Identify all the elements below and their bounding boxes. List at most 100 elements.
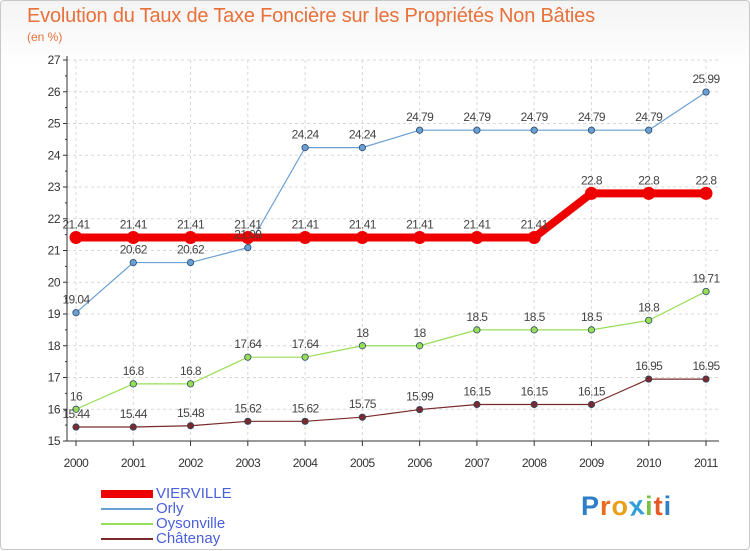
series-line-châtenay bbox=[75, 378, 707, 428]
data-label-orly-2005: 24.24 bbox=[349, 128, 377, 142]
data-point-orly-2007 bbox=[473, 126, 481, 134]
data-label-oysonville-2008: 18.5 bbox=[524, 310, 546, 324]
data-point-oysonville-2011 bbox=[702, 287, 710, 296]
x-tick-label-2010: 2010 bbox=[636, 456, 662, 470]
data-point-vierville-2004 bbox=[298, 230, 312, 244]
data-point-vierville-2011 bbox=[699, 186, 713, 200]
y-tick-label-21: 21 bbox=[48, 244, 61, 258]
legend-label: Oysonville bbox=[156, 515, 226, 532]
data-label-châtenay-2000: 15.44 bbox=[62, 407, 90, 421]
data-label-vierville-2002: 21.41 bbox=[177, 217, 205, 231]
data-point-oysonville-2006 bbox=[416, 342, 424, 350]
data-point-châtenay-2004 bbox=[301, 417, 309, 425]
logo-letter: P bbox=[581, 491, 601, 521]
data-label-orly-2004: 24.24 bbox=[292, 128, 320, 142]
data-label-oysonville-2000: 16 bbox=[70, 389, 83, 403]
data-label-châtenay-2001: 15.44 bbox=[120, 407, 148, 421]
y-tick-label-27: 27 bbox=[48, 53, 61, 67]
data-point-orly-2009 bbox=[587, 126, 596, 134]
data-label-oysonville-2005: 18 bbox=[356, 326, 369, 340]
legend-swatch bbox=[101, 538, 153, 540]
data-label-vierville-2000: 21.41 bbox=[62, 217, 90, 231]
data-label-vierville-2005: 21.41 bbox=[349, 217, 377, 231]
logo-letter: i bbox=[663, 491, 673, 521]
data-point-vierville-2001 bbox=[126, 230, 140, 244]
data-label-châtenay-2003: 15.62 bbox=[234, 401, 262, 415]
data-point-orly-2005 bbox=[358, 144, 366, 152]
logo-letter: i bbox=[645, 491, 654, 521]
data-label-châtenay-2006: 15.99 bbox=[406, 390, 434, 404]
data-label-orly-2000: 19.04 bbox=[62, 293, 90, 307]
series-line-vierville bbox=[72, 189, 710, 242]
data-label-vierville-2007: 21.41 bbox=[463, 217, 491, 231]
x-tick-label-2004: 2004 bbox=[293, 456, 319, 470]
data-point-vierville-2009 bbox=[584, 186, 598, 200]
data-label-oysonville-2011: 19.71 bbox=[692, 271, 720, 285]
data-point-châtenay-2011 bbox=[702, 375, 710, 383]
data-label-oysonville-2009: 18.5 bbox=[581, 310, 603, 324]
y-tick-label-20: 20 bbox=[48, 275, 61, 289]
x-tick-label-2006: 2006 bbox=[407, 456, 433, 470]
x-tick-label-2011: 2011 bbox=[694, 456, 719, 470]
y-tick-label-17: 17 bbox=[48, 371, 61, 385]
data-point-châtenay-2010 bbox=[645, 375, 653, 383]
legend-label: Orly bbox=[156, 500, 184, 517]
data-label-châtenay-2004: 15.62 bbox=[292, 401, 320, 415]
data-point-vierville-2003 bbox=[241, 230, 255, 244]
x-tick-label-2005: 2005 bbox=[350, 456, 376, 470]
data-label-vierville-2011: 22.8 bbox=[696, 173, 718, 187]
data-point-orly-2002 bbox=[186, 258, 195, 267]
data-point-oysonville-2004 bbox=[301, 353, 309, 361]
data-point-vierville-2007 bbox=[470, 230, 484, 244]
y-tick-label-16: 16 bbox=[48, 402, 61, 416]
chart-title: Evolution du Taux de Taxe Foncière sur l… bbox=[27, 5, 595, 27]
data-label-vierville-2010: 22.8 bbox=[638, 173, 660, 187]
logo-letter: r bbox=[600, 491, 612, 521]
data-label-orly-2003: 21.09 bbox=[234, 228, 262, 242]
data-label-vierville-2006: 21.41 bbox=[406, 217, 434, 231]
data-point-châtenay-2002 bbox=[186, 422, 195, 430]
x-tick-label-2007: 2007 bbox=[465, 456, 491, 470]
data-point-orly-2008 bbox=[530, 126, 538, 134]
logo-letter: t bbox=[653, 491, 664, 521]
data-label-orly-2011: 25.99 bbox=[692, 72, 720, 86]
data-label-oysonville-2006: 18 bbox=[414, 326, 427, 340]
data-label-châtenay-2007: 16.15 bbox=[463, 384, 491, 398]
legend-label: Châtenay bbox=[156, 530, 221, 547]
x-tick-label-2003: 2003 bbox=[235, 456, 261, 470]
data-label-orly-2010: 24.79 bbox=[635, 110, 663, 124]
proxiti-logo: Proxiti bbox=[581, 490, 673, 522]
data-label-orly-2001: 20.62 bbox=[120, 243, 148, 257]
legend-swatch bbox=[101, 508, 153, 510]
data-point-oysonville-2001 bbox=[129, 380, 137, 388]
data-label-châtenay-2005: 15.75 bbox=[349, 397, 377, 411]
data-point-châtenay-2008 bbox=[530, 400, 538, 409]
data-point-vierville-2002 bbox=[184, 230, 198, 244]
data-point-vierville-2006 bbox=[413, 230, 427, 244]
x-tick-label-2009: 2009 bbox=[579, 456, 605, 470]
data-point-oysonville-2007 bbox=[473, 326, 481, 334]
data-point-châtenay-2009 bbox=[587, 400, 596, 409]
logo-letter: o bbox=[611, 491, 630, 521]
data-point-châtenay-2007 bbox=[473, 400, 481, 409]
data-label-orly-2002: 20.62 bbox=[177, 243, 205, 257]
data-point-orly-2000 bbox=[72, 309, 80, 317]
y-tick-label-22: 22 bbox=[48, 212, 61, 226]
data-label-oysonville-2003: 17.64 bbox=[234, 337, 262, 351]
x-tick-label-2001: 2001 bbox=[121, 456, 147, 470]
data-point-oysonville-2002 bbox=[186, 380, 195, 388]
data-label-vierville-2004: 21.41 bbox=[292, 217, 320, 231]
data-point-vierville-2010 bbox=[642, 186, 656, 200]
y-tick-label-26: 26 bbox=[48, 85, 61, 99]
data-point-oysonville-2000 bbox=[72, 405, 80, 413]
data-label-châtenay-2010: 16.95 bbox=[635, 359, 663, 373]
data-point-oysonville-2009 bbox=[587, 326, 596, 334]
legend-label: VIERVILLE bbox=[156, 485, 232, 502]
data-label-oysonville-2010: 18.8 bbox=[638, 300, 660, 314]
data-point-vierville-2000 bbox=[69, 230, 83, 244]
y-tick-label-18: 18 bbox=[48, 339, 61, 353]
x-tick-label-2008: 2008 bbox=[522, 456, 548, 470]
data-label-vierville-2001: 21.41 bbox=[120, 217, 148, 231]
